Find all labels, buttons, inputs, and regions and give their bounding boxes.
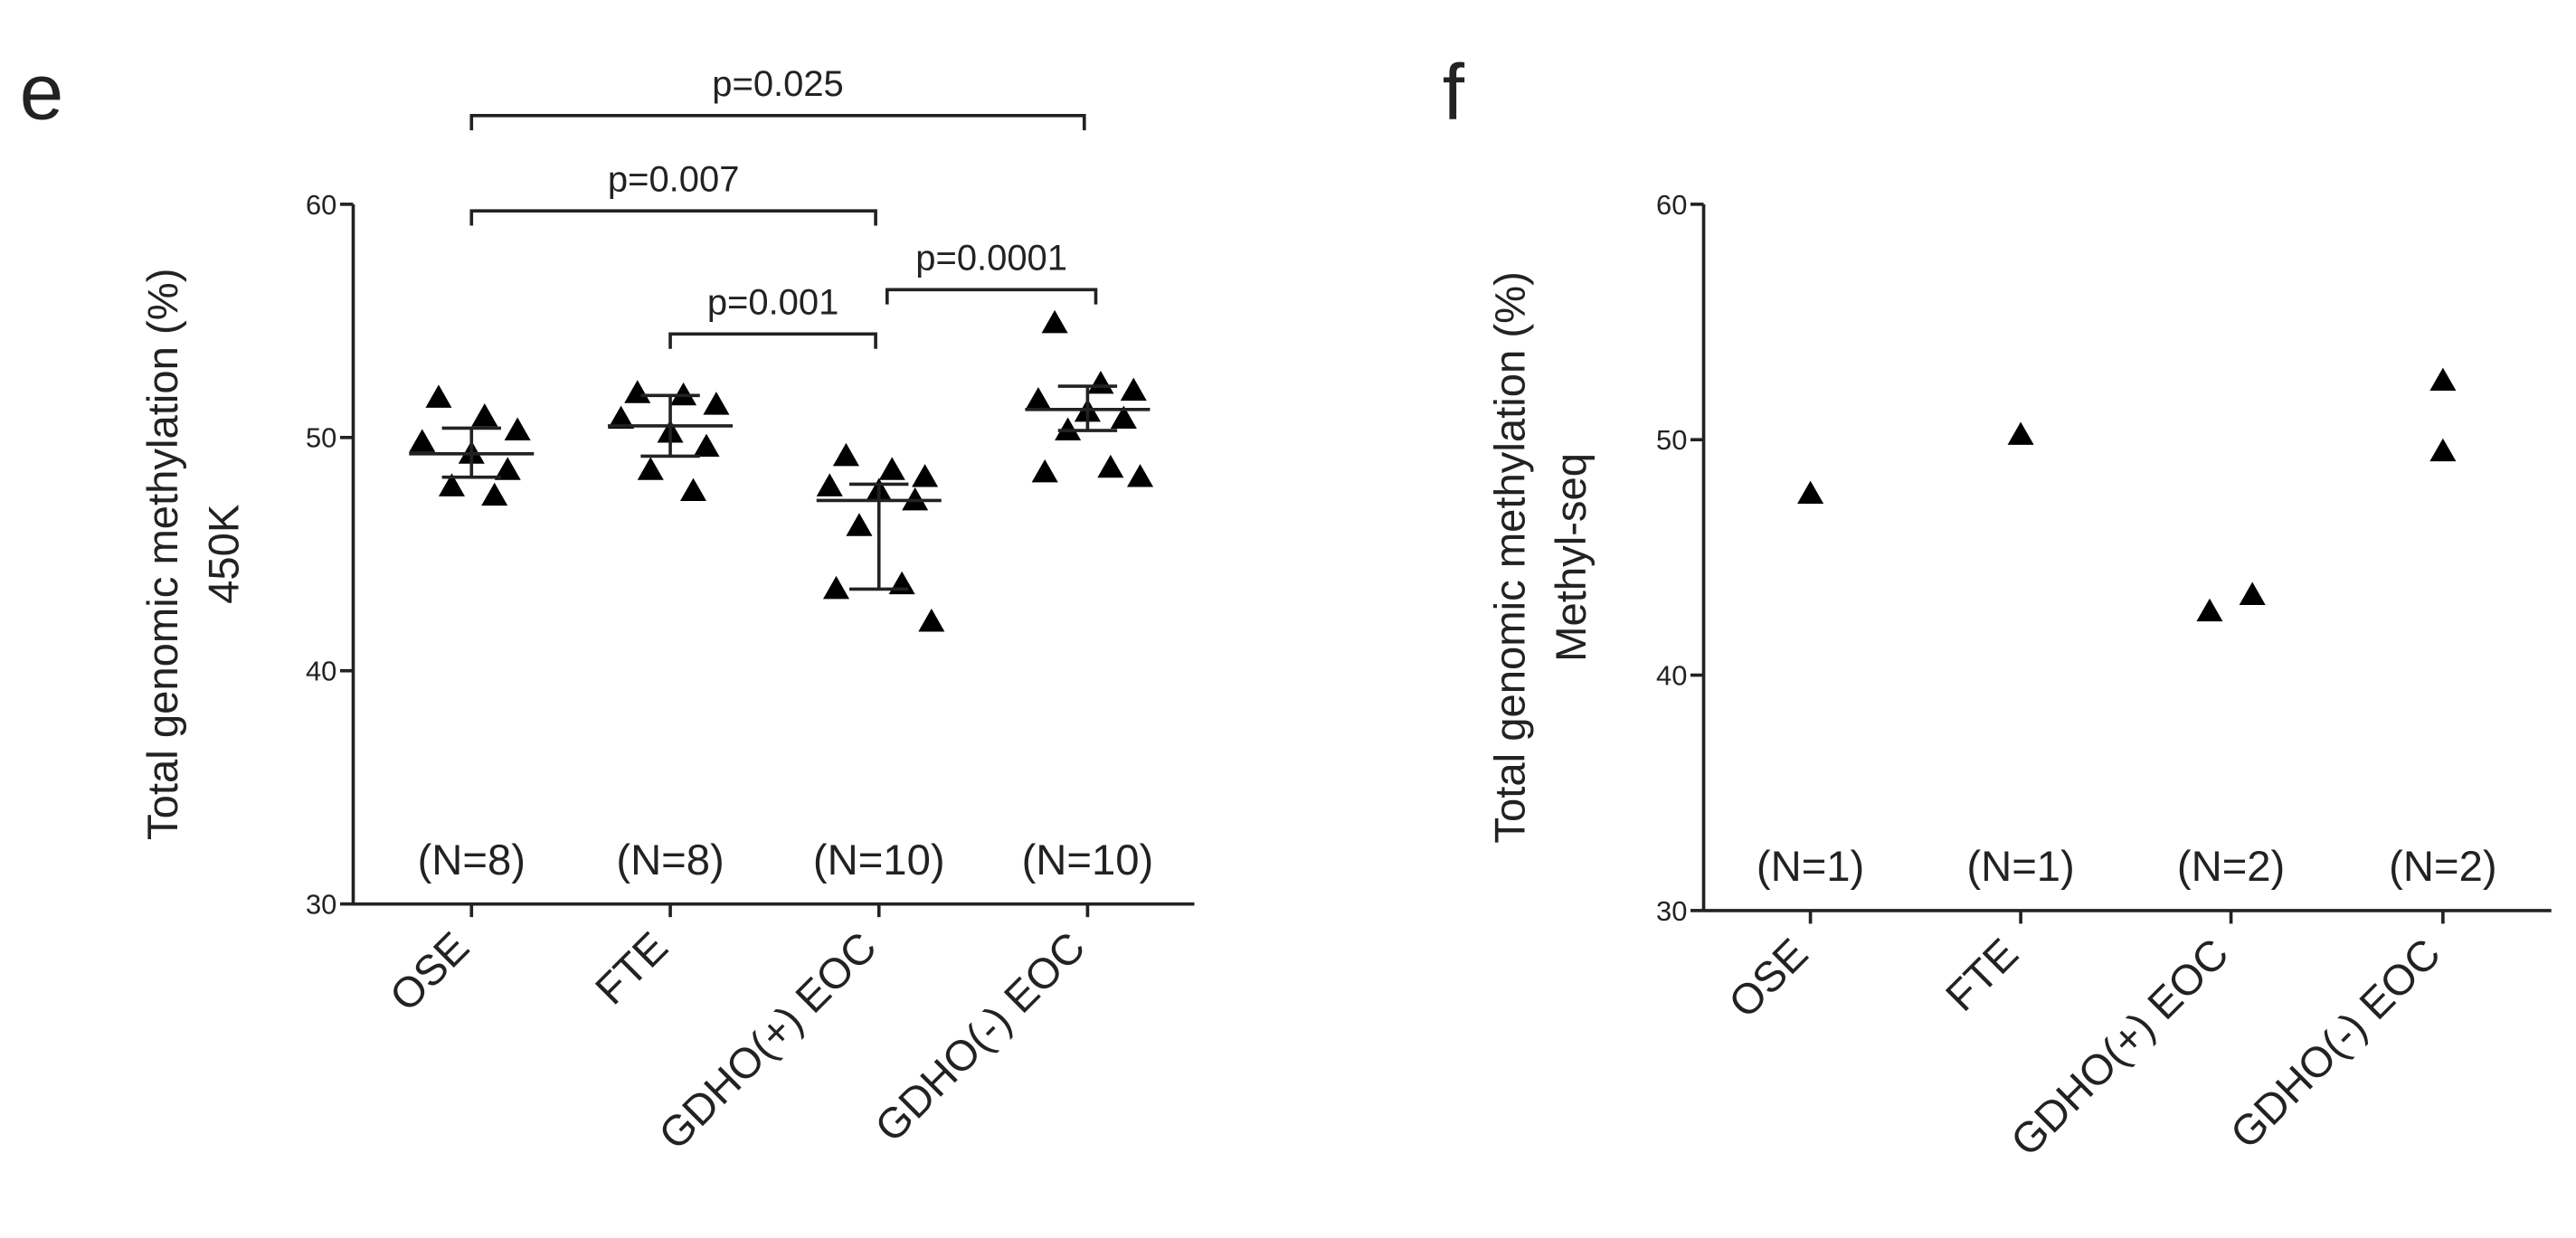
data-point (1110, 405, 1137, 430)
data-point (679, 477, 707, 502)
data-point (1087, 370, 1114, 394)
data-point (637, 457, 664, 480)
y-tick-label: 60 (306, 189, 336, 221)
significance-bracket (469, 113, 1086, 131)
data-point (2196, 598, 2223, 622)
x-tick-label: GDHO(+) EOC (650, 923, 886, 1159)
y-tick-label: 60 (1656, 189, 1687, 221)
data-point (1097, 454, 1124, 478)
data-point (2239, 581, 2266, 605)
p-value: p=0.0001 (915, 239, 1067, 279)
data-point (822, 575, 850, 600)
data-point (912, 464, 939, 487)
n-label: (N=1) (1757, 843, 1864, 891)
data-point (624, 380, 651, 403)
data-point (504, 417, 531, 440)
n-label: (N=10) (1022, 836, 1154, 884)
n-label: (N=10) (813, 836, 945, 884)
x-tick-label: OSE (381, 923, 478, 1021)
significance-bracket (886, 288, 1098, 305)
data-point (878, 457, 905, 480)
y-tick-label: 40 (306, 656, 336, 687)
y-axis-label: 450K (200, 505, 248, 604)
panel-label: e (20, 48, 63, 136)
x-tick-label: GDHO(-) EOC (867, 923, 1095, 1152)
panel-label: f (1443, 48, 1465, 136)
n-label: (N=8) (418, 836, 526, 884)
x-tick-label: OSE (1719, 930, 1817, 1027)
n-label: (N=2) (2389, 843, 2496, 891)
y-axis-label: Total genomic methylation (%) (139, 269, 187, 840)
data-point (438, 473, 466, 496)
x-tick-label: GDHO(+) EOC (2002, 930, 2238, 1166)
data-point (918, 609, 945, 632)
p-value: p=0.001 (707, 283, 838, 323)
data-point (888, 571, 915, 595)
data-point (471, 403, 498, 427)
significance-bracket (469, 209, 877, 226)
y-tick-label: 50 (306, 422, 336, 454)
y-axis-label: Methyl-seq (1548, 453, 1596, 662)
data-point (1041, 309, 1068, 334)
data-point (1031, 458, 1058, 483)
data-point (1025, 386, 1052, 411)
data-point (494, 457, 521, 480)
y-tick-label: 40 (1656, 659, 1687, 691)
data-point (693, 433, 720, 458)
n-label: (N=2) (2177, 843, 2285, 891)
y-tick-label: 30 (1656, 895, 1687, 927)
x-tick-label: FTE (586, 923, 677, 1015)
y-tick-label: 50 (1656, 424, 1687, 456)
data-point (846, 513, 873, 536)
data-point (608, 405, 635, 430)
data-point (409, 429, 436, 452)
data-point (2429, 367, 2457, 392)
significance-bracket (668, 332, 877, 349)
n-label: (N=1) (1966, 843, 2074, 891)
data-point (2007, 421, 2034, 445)
x-tick-label: FTE (1937, 930, 2028, 1021)
y-tick-label: 30 (306, 889, 336, 921)
data-point (832, 442, 859, 467)
data-point (1127, 464, 1154, 487)
data-point (425, 384, 452, 408)
data-point (481, 482, 508, 506)
y-axis-label: Total genomic methylation (%) (1487, 271, 1535, 843)
data-point (816, 473, 843, 496)
x-tick-label: GDHO(-) EOC (2221, 930, 2450, 1158)
data-point (2429, 438, 2457, 462)
data-point (1797, 480, 1824, 504)
n-label: (N=8) (616, 836, 724, 884)
data-point (703, 392, 730, 415)
data-point (1120, 377, 1147, 402)
p-value: p=0.025 (712, 64, 843, 104)
p-value: p=0.007 (608, 159, 739, 199)
